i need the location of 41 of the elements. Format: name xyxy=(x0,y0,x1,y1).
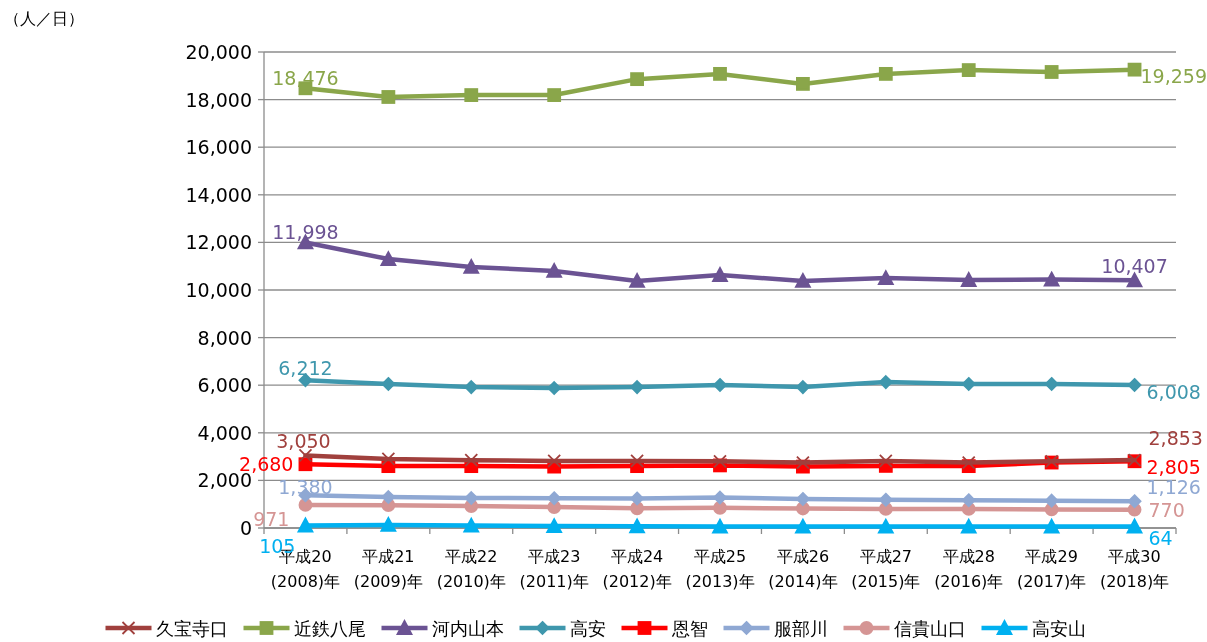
y-tick-label: 10,000 xyxy=(185,279,252,301)
y-tick-label: 16,000 xyxy=(185,136,252,159)
data-label: 10,407 xyxy=(1101,255,1168,278)
data-label: 6,008 xyxy=(1146,381,1201,404)
legend-label: 信貴山口 xyxy=(893,618,966,639)
legend-label: 恩智 xyxy=(670,618,708,639)
y-tick-label: 8,000 xyxy=(197,326,252,349)
x-tick-label: 平成28 (2016)年 xyxy=(934,547,1004,591)
data-label: 18,476 xyxy=(272,67,339,90)
text: （人／日） xyxy=(4,9,84,28)
x-tick-label: 平成30 (2018)年 xyxy=(1099,547,1170,591)
y-tick-label: 6,000 xyxy=(197,374,252,397)
legend-label: 服部川 xyxy=(773,618,828,639)
x-tick-label: 平成23 (2011)年 xyxy=(519,547,589,591)
x-tick-label: 平成21 (2009)年 xyxy=(353,547,423,591)
legend-label: 久宝寺口 xyxy=(155,618,228,639)
data-label: 64 xyxy=(1148,527,1173,550)
data-label: 2,853 xyxy=(1148,427,1203,450)
legend-label: 近鉄八尾 xyxy=(293,618,366,639)
data-label: 3,050 xyxy=(276,430,331,453)
data-label: 770 xyxy=(1148,498,1185,521)
x-tick-label: 平成27 (2015)年 xyxy=(851,547,921,591)
x-tick-label: 平成29 (2017)年 xyxy=(1017,547,1087,591)
x-tick-label: 平成22 (2010)年 xyxy=(436,547,506,591)
data-label: 2,805 xyxy=(1146,456,1201,479)
legend-label: 高安山 xyxy=(1031,618,1086,639)
y-tick-label: 0 xyxy=(239,517,252,539)
y-tick-label: 14,000 xyxy=(185,183,252,206)
legend-label: 河内山本 xyxy=(431,618,504,639)
data-label: 1,126 xyxy=(1146,476,1201,499)
x-tick-label: 平成24 (2012)年 xyxy=(602,547,672,591)
data-label: 19,259 xyxy=(1140,64,1207,87)
legend-label: 高安 xyxy=(569,618,606,639)
y-tick-label: 4,000 xyxy=(197,421,252,444)
data-label: 11,998 xyxy=(272,221,339,244)
x-tick-label: 平成26 (2014)年 xyxy=(768,547,838,591)
y-tick-label: 18,000 xyxy=(185,88,252,111)
x-tick-label: 平成25 (2013)年 xyxy=(685,547,755,591)
y-tick-label: 12,000 xyxy=(185,231,252,254)
data-label: 6,212 xyxy=(278,357,333,380)
y-tick-label: 20,000 xyxy=(185,41,252,63)
